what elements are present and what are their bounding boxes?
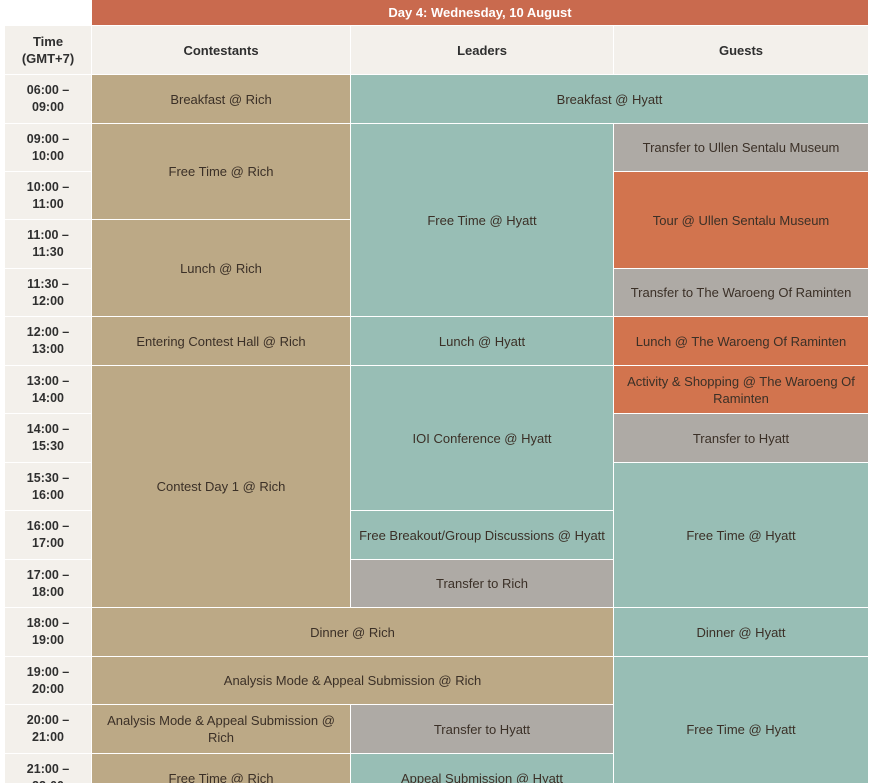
guests-event: Activity & Shopping @ The Waroeng Of Ram… — [614, 366, 868, 413]
time-slot: 16:00 – 17:00 — [5, 511, 91, 559]
time-column-header: Time (GMT+7) — [5, 26, 91, 74]
leaders-event: Transfer to Rich — [351, 560, 613, 607]
contestants-event: Analysis Mode & Appeal Submission @ Rich — [92, 705, 350, 753]
guests-event: Transfer to Hyatt — [614, 414, 868, 462]
leaders-event: Lunch @ Hyatt — [351, 317, 613, 365]
leaders-event: Free Breakout/Group Discussions @ Hyatt — [351, 511, 613, 559]
contestants-event: Lunch @ Rich — [92, 220, 350, 316]
time-slot: 06:00 – 09:00 — [5, 75, 91, 123]
guests-event: Transfer to Ullen Sentalu Museum — [614, 124, 868, 171]
contestants-column-header: Contestants — [92, 26, 350, 74]
guests-event: Free Time @ Hyatt — [614, 463, 868, 607]
leaders-event: Transfer to Hyatt — [351, 705, 613, 753]
time-slot: 21:00 – 22:00 — [5, 754, 91, 783]
time-slot: 09:00 – 10:00 — [5, 124, 91, 171]
guests-event: Tour @ Ullen Sentalu Museum — [614, 172, 868, 268]
time-slot: 20:00 – 21:00 — [5, 705, 91, 753]
time-slot: 17:00 – 18:00 — [5, 560, 91, 607]
time-slot: 10:00 – 11:00 — [5, 172, 91, 219]
contestants-event: Free Time @ Rich — [92, 124, 350, 219]
time-slot: 18:00 – 19:00 — [5, 608, 91, 656]
time-slot: 11:30 – 12:00 — [5, 269, 91, 316]
guests-event: Free Time @ Hyatt — [614, 657, 868, 783]
contestants-event: Entering Contest Hall @ Rich — [92, 317, 350, 365]
leaders-guests-event: Breakfast @ Hyatt — [351, 75, 868, 123]
guests-column-header: Guests — [614, 26, 868, 74]
time-slot: 19:00 – 20:00 — [5, 657, 91, 704]
time-slot: 12:00 – 13:00 — [5, 317, 91, 365]
guests-event: Lunch @ The Waroeng Of Raminten — [614, 317, 868, 365]
guests-event: Dinner @ Hyatt — [614, 608, 868, 656]
leaders-column-header: Leaders — [351, 26, 613, 74]
time-slot: 13:00 – 14:00 — [5, 366, 91, 413]
contestants-event: Contest Day 1 @ Rich — [92, 366, 350, 607]
leaders-event: IOI Conference @ Hyatt — [351, 366, 613, 510]
guests-event: Transfer to The Waroeng Of Raminten — [614, 269, 868, 316]
time-slot: 14:00 – 15:30 — [5, 414, 91, 462]
time-slot: 15:30 – 16:00 — [5, 463, 91, 510]
leaders-event: Appeal Submission @ Hyatt — [351, 754, 613, 783]
contestants-event: Free Time @ Rich — [92, 754, 350, 783]
contestants-leaders-event: Dinner @ Rich — [92, 608, 613, 656]
contestants-event: Breakfast @ Rich — [92, 75, 350, 123]
leaders-event: Free Time @ Hyatt — [351, 124, 613, 316]
time-slot: 11:00 – 11:30 — [5, 220, 91, 268]
day-title: Day 4: Wednesday, 10 August — [92, 0, 868, 25]
contestants-leaders-event: Analysis Mode & Appeal Submission @ Rich — [92, 657, 613, 704]
